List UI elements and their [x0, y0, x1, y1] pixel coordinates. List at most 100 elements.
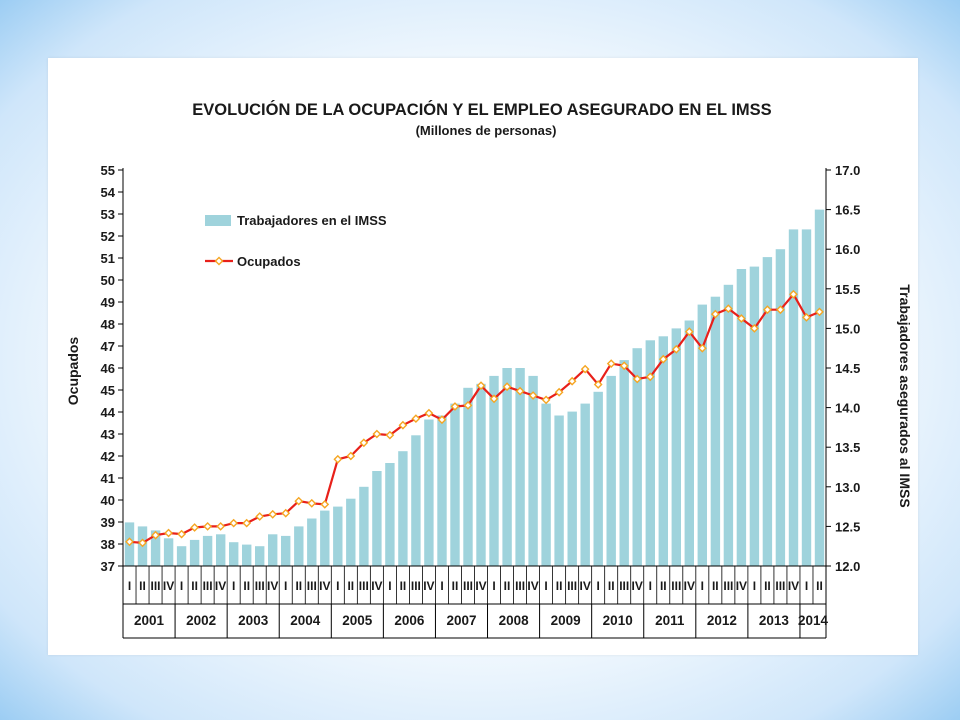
- x-tick-label-quarter: I: [597, 579, 600, 593]
- bar-imss: [333, 506, 343, 566]
- x-tick-label-quarter: IV: [684, 579, 695, 593]
- point-ocupados: [789, 289, 798, 299]
- x-tick-label-quarter: III: [567, 579, 577, 593]
- x-tick-label-quarter: III: [359, 579, 369, 593]
- point-ocupados: [815, 307, 824, 317]
- x-tick-label-quarter: I: [701, 579, 704, 593]
- y-tick-label-right: 13.5: [835, 440, 860, 455]
- x-tick-label-quarter: III: [150, 579, 160, 593]
- bar-imss: [619, 360, 629, 566]
- x-tick-label-quarter: III: [515, 579, 525, 593]
- point-ocupados: [203, 522, 213, 531]
- bar-imss: [697, 304, 707, 566]
- slide-panel: EVOLUCIÓN DE LA OCUPACIÓN Y EL EMPLEO AS…: [48, 58, 918, 655]
- x-tick-label-year: 2014: [798, 613, 829, 628]
- point-ocupados: [320, 500, 330, 509]
- bar-imss: [307, 518, 317, 566]
- x-tick-label-quarter: II: [295, 579, 302, 593]
- bar-imss: [528, 375, 538, 566]
- point-ocupados: [489, 394, 499, 404]
- point-ocupados: [294, 496, 304, 506]
- x-tick-label-quarter: I: [232, 579, 235, 593]
- x-tick-label-quarter: II: [452, 579, 459, 593]
- y-tick-label-right: 16.5: [835, 203, 860, 218]
- point-ocupados: [750, 324, 759, 333]
- bar-imss: [346, 498, 356, 566]
- y-tick-label-left: 48: [101, 317, 115, 332]
- x-axis-category-table: I II III IV I II III IV I II III IV I II III IV I II III IV…: [122, 566, 829, 639]
- x-tick-label-quarter: I: [544, 579, 547, 593]
- y-tick-label-left: 49: [101, 295, 115, 310]
- bars-layer: [124, 209, 825, 566]
- x-tick-label-quarter: III: [203, 579, 213, 593]
- y-tick-label-left: 51: [101, 251, 115, 266]
- bar-imss: [189, 539, 200, 566]
- y-tick-label-left: 52: [101, 229, 115, 244]
- bar-imss: [723, 284, 734, 566]
- y-tick-label-left: 45: [101, 383, 115, 398]
- y-axis-right-title: Trabajadores asegurados al IMSS: [897, 284, 913, 507]
- point-ocupados: [763, 305, 772, 315]
- point-ocupados: [164, 528, 173, 538]
- point-ocupados: [515, 386, 525, 396]
- x-tick-label-quarter: II: [660, 579, 667, 593]
- x-tick-label-quarter: I: [180, 579, 183, 593]
- y-tick-label-right: 13.0: [835, 480, 860, 495]
- point-ocupados: [541, 395, 551, 405]
- x-tick-label-year: 2008: [499, 613, 530, 628]
- bar-imss: [359, 486, 369, 566]
- point-ocupados: [554, 387, 564, 397]
- x-tick-label-quarter: IV: [580, 579, 591, 593]
- point-ocupados: [502, 382, 512, 392]
- x-tick-label-quarter: III: [775, 579, 785, 593]
- point-ocupados: [450, 402, 460, 411]
- point-ocupados: [281, 508, 291, 518]
- x-tick-label-quarter: II: [556, 579, 563, 593]
- bar-imss: [424, 419, 434, 566]
- bar-imss: [554, 415, 564, 566]
- y-tick-label-left: 55: [101, 163, 115, 178]
- y-tick-label-right: 14.0: [835, 401, 860, 416]
- bar-imss: [814, 209, 825, 566]
- bar-imss: [658, 336, 668, 566]
- legend-label-imss: Trabajadores en el IMSS: [237, 213, 387, 228]
- bar-imss: [593, 391, 603, 566]
- point-ocupados: [229, 518, 239, 528]
- point-ocupados: [255, 512, 265, 521]
- point-ocupados: [424, 408, 434, 418]
- bar-imss: [437, 415, 447, 566]
- bar-imss: [736, 269, 747, 566]
- bar-imss: [229, 542, 239, 566]
- x-tick-label-quarter: IV: [736, 579, 747, 593]
- point-ocupados: [190, 523, 199, 532]
- x-tick-label-quarter: I: [753, 579, 756, 593]
- x-tick-label-year: 2007: [446, 613, 476, 628]
- x-tick-label-year: 2012: [707, 613, 737, 628]
- y-tick-label-left: 54: [101, 185, 116, 200]
- x-tick-label-quarter: I: [649, 579, 652, 593]
- x-tick-label-quarter: I: [440, 579, 443, 593]
- point-ocupados: [216, 522, 226, 531]
- y-tick-label-left: 38: [101, 537, 115, 552]
- bar-imss: [255, 546, 265, 566]
- x-tick-label-year: 2001: [134, 613, 165, 628]
- point-ocupados: [411, 414, 421, 423]
- bar-imss: [320, 510, 330, 566]
- x-tick-label-year: 2003: [238, 613, 269, 628]
- bar-imss: [541, 403, 551, 566]
- bar-imss: [749, 266, 760, 566]
- point-ocupados: [151, 530, 160, 540]
- x-tick-label-quarter: II: [243, 579, 250, 593]
- point-ocupados: [736, 314, 746, 323]
- bar-imss: [176, 546, 187, 566]
- bar-imss: [567, 411, 577, 566]
- x-tick-label-quarter: IV: [371, 579, 382, 593]
- y-tick-label-left: 43: [101, 427, 115, 442]
- x-tick-label-quarter: IV: [527, 579, 538, 593]
- y-tick-label-right: 12.5: [835, 519, 860, 534]
- bar-imss: [202, 535, 213, 566]
- x-tick-label-quarter: III: [671, 579, 681, 593]
- x-tick-label-quarter: III: [411, 579, 421, 593]
- x-tick-label-quarter: III: [307, 579, 317, 593]
- point-ocupados: [593, 380, 603, 389]
